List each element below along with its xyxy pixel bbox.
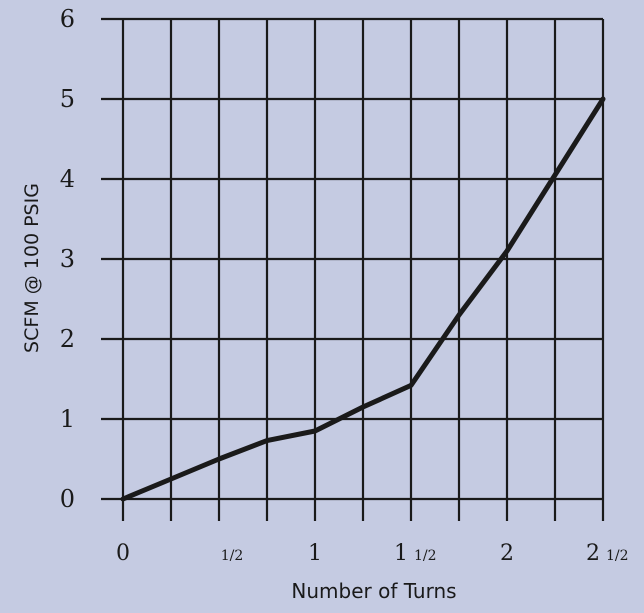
y-tick-label: 1: [60, 405, 75, 433]
y-tick-label: 5: [60, 85, 75, 113]
x-tick-fraction: 1/2: [221, 548, 244, 564]
series-layer: [120, 96, 606, 502]
y-tick-label: 6: [60, 5, 75, 33]
x-tick-label: 2: [500, 541, 514, 566]
y-tick-label: 4: [60, 165, 75, 193]
axis-ticks: 0 1 2 3 4 5 6 0 1/2 1 1 1/2 2 2 1/2: [60, 5, 629, 566]
x-tick-fraction: 1/2: [606, 548, 629, 564]
x-tick-label: 0: [116, 541, 130, 566]
x-tick-label: 1: [308, 541, 322, 566]
x-tick-label: 2: [586, 541, 600, 566]
x-tick-fraction: 1/2: [414, 548, 437, 564]
y-tick-label: 0: [60, 485, 75, 513]
series-line: [120, 96, 606, 502]
y-tick-label: 3: [60, 245, 75, 273]
x-tick-label: 1: [394, 541, 408, 566]
grid: [101, 17, 605, 521]
x-axis-label: Number of Turns: [291, 579, 456, 603]
y-tick-label: 2: [60, 325, 75, 353]
y-axis-label: SCFM @ 100 PSIG: [21, 183, 43, 353]
